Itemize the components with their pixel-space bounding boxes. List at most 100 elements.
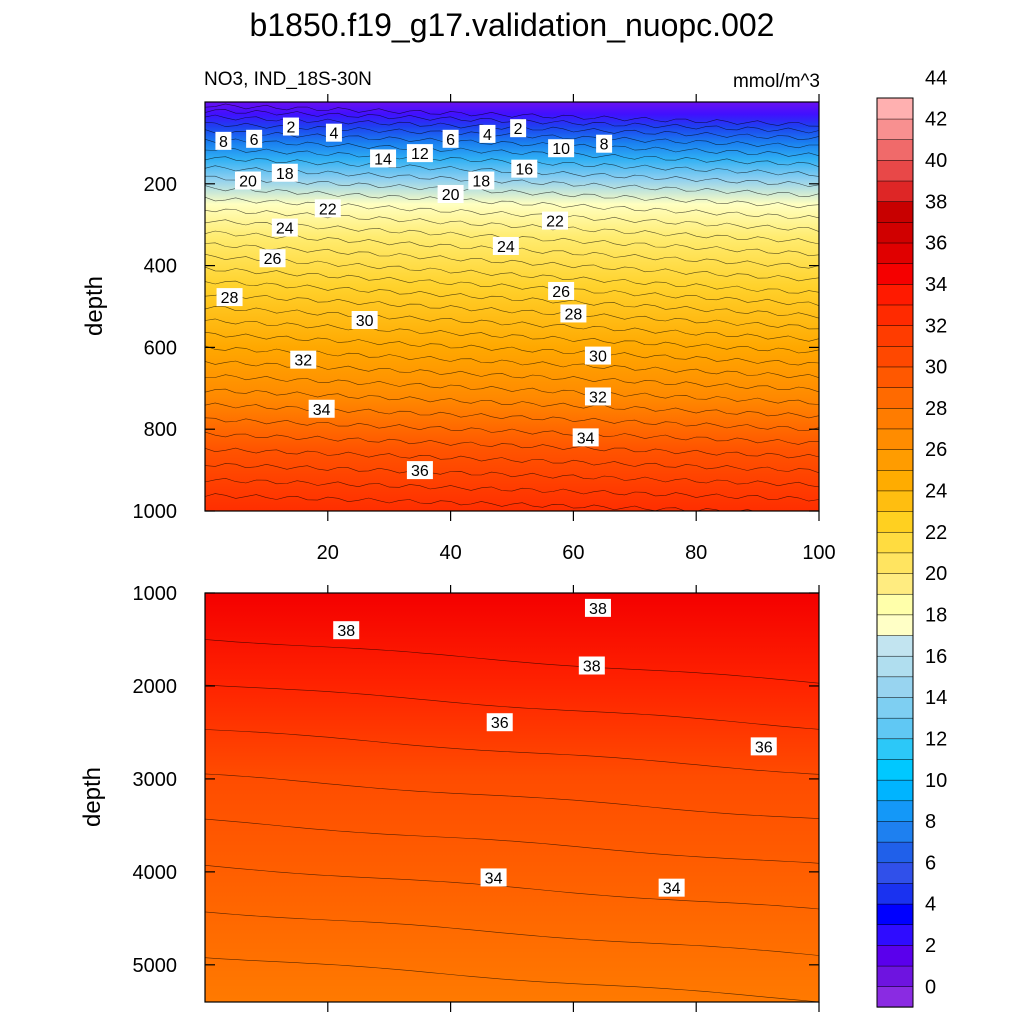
upper-contour-line <box>205 185 819 219</box>
colorbar-swatch <box>876 139 914 161</box>
contour-label-box <box>437 185 464 204</box>
y-tick-label: 1000 <box>133 501 178 523</box>
upper-contour-line <box>205 374 819 405</box>
contour-label-value: 34 <box>313 402 331 419</box>
lower-plot-frame <box>204 592 820 1003</box>
contour-label: 4 <box>325 123 342 143</box>
lower-contour-line <box>205 818 819 864</box>
lower-contour-line <box>205 957 819 1002</box>
contour-label-value: 22 <box>546 214 564 231</box>
upper-contour-line <box>205 242 819 282</box>
colorbar-swatch <box>876 841 914 864</box>
contour-label: 10 <box>548 139 575 158</box>
contour-label: 16 <box>511 159 538 179</box>
colorbar-frame <box>876 97 914 1008</box>
upper-contour-line <box>205 165 819 197</box>
colorbar-swatch <box>876 242 914 264</box>
upper-contour-line <box>205 266 819 306</box>
contour-label-value: 20 <box>239 174 257 191</box>
contour-label: 8 <box>596 134 613 154</box>
contour-label-value: 38 <box>337 623 355 640</box>
contour-label: 22 <box>314 199 341 218</box>
colorbar-label: 42 <box>925 109 947 131</box>
contour-label-value: 28 <box>221 290 239 307</box>
colorbar-label: 0 <box>925 976 936 998</box>
upper-contour-line <box>205 447 819 474</box>
upper-contour-line <box>205 129 819 157</box>
colorbar-swatch <box>876 386 914 409</box>
contour-label: 34 <box>658 878 685 898</box>
contour-label-box <box>584 387 611 406</box>
contour-label-value: 36 <box>491 715 509 732</box>
colorbar-swatch <box>876 118 914 140</box>
contour-label-box <box>468 171 495 190</box>
x-tick-label: 60 <box>562 542 584 564</box>
contour-label-value: 20 <box>442 187 460 204</box>
y-tick-label: 2000 <box>133 676 178 698</box>
colorbar-swatch <box>876 944 914 967</box>
colorbar-label: 30 <box>925 357 947 379</box>
upper-contour-line <box>205 208 819 245</box>
colorbar-swatch <box>876 696 914 719</box>
colorbar-swatch <box>876 180 914 202</box>
contour-label: 38 <box>333 621 360 640</box>
contour-label: 36 <box>750 737 777 756</box>
contour-label: 38 <box>584 598 611 618</box>
colorbar-swatch <box>876 882 914 905</box>
contour-label: 6 <box>246 129 263 149</box>
lower-contour-line <box>205 684 819 730</box>
contour-label: 28 <box>560 304 587 323</box>
y-tick-label: 5000 <box>133 955 178 977</box>
contour-label-value: 30 <box>589 349 607 366</box>
colorbar-swatch <box>876 304 914 326</box>
lower-axes: 1000 2000 3000 4000 5000 <box>133 583 820 1012</box>
upper-contour-line <box>205 493 790 511</box>
upper-contour-line <box>205 280 819 319</box>
contour-label: 18 <box>468 171 495 191</box>
x-tick-label: 100 <box>802 542 835 564</box>
units-label: mmol/m^3 <box>733 71 820 92</box>
colorbar-label: 38 <box>925 191 947 213</box>
contour-label: 4 <box>479 124 496 144</box>
contour-label-box <box>406 144 433 163</box>
lower-contour-line <box>205 729 819 775</box>
colorbar-label: 12 <box>925 728 947 750</box>
colorbar-label: 28 <box>925 398 947 420</box>
colorbar-label: 16 <box>925 646 947 668</box>
contour-label-box <box>406 461 433 480</box>
colorbar-label: 14 <box>925 687 947 709</box>
contour-label-box <box>584 598 611 617</box>
colorbar-label: 44 <box>925 67 947 89</box>
contour-label-value: 14 <box>374 151 392 168</box>
y-tick-label: 200 <box>144 174 177 196</box>
contour-label-value: 8 <box>600 137 609 154</box>
colorbar-swatch <box>876 779 914 802</box>
upper-contour-line <box>205 477 819 502</box>
colorbar-swatch <box>876 97 914 120</box>
contour-label: 14 <box>370 149 397 168</box>
contour-label-box <box>658 878 685 897</box>
colorbar-swatch <box>876 407 914 430</box>
colorbar-label: 8 <box>925 811 936 833</box>
upper-contour-line <box>205 318 819 354</box>
contour-label-value: 4 <box>329 126 338 143</box>
contour-label: 26 <box>259 249 286 268</box>
contour-label-value: 32 <box>294 353 312 370</box>
contour-label: 28 <box>216 288 243 307</box>
colorbar-label: 24 <box>925 481 947 503</box>
lower-plot-area: 1000 2000 3000 4000 5000 38 38 38 36 36 34 34 dept… <box>79 583 820 1012</box>
colorbar-swatch <box>876 552 914 574</box>
contour-label: 34 <box>480 868 507 887</box>
contour-label: 2 <box>510 119 527 138</box>
contour-label-box <box>479 124 496 143</box>
contour-label-box <box>750 737 777 756</box>
lower-contour-line <box>205 773 819 819</box>
contour-label-value: 2 <box>287 120 296 137</box>
contour-label-value: 4 <box>483 127 492 144</box>
lower-contour-lines <box>205 639 819 1002</box>
contour-label: 8 <box>215 131 232 151</box>
contour-label-value: 26 <box>552 284 570 301</box>
contour-label-box <box>548 139 575 158</box>
upper-plot-frame <box>204 101 820 512</box>
